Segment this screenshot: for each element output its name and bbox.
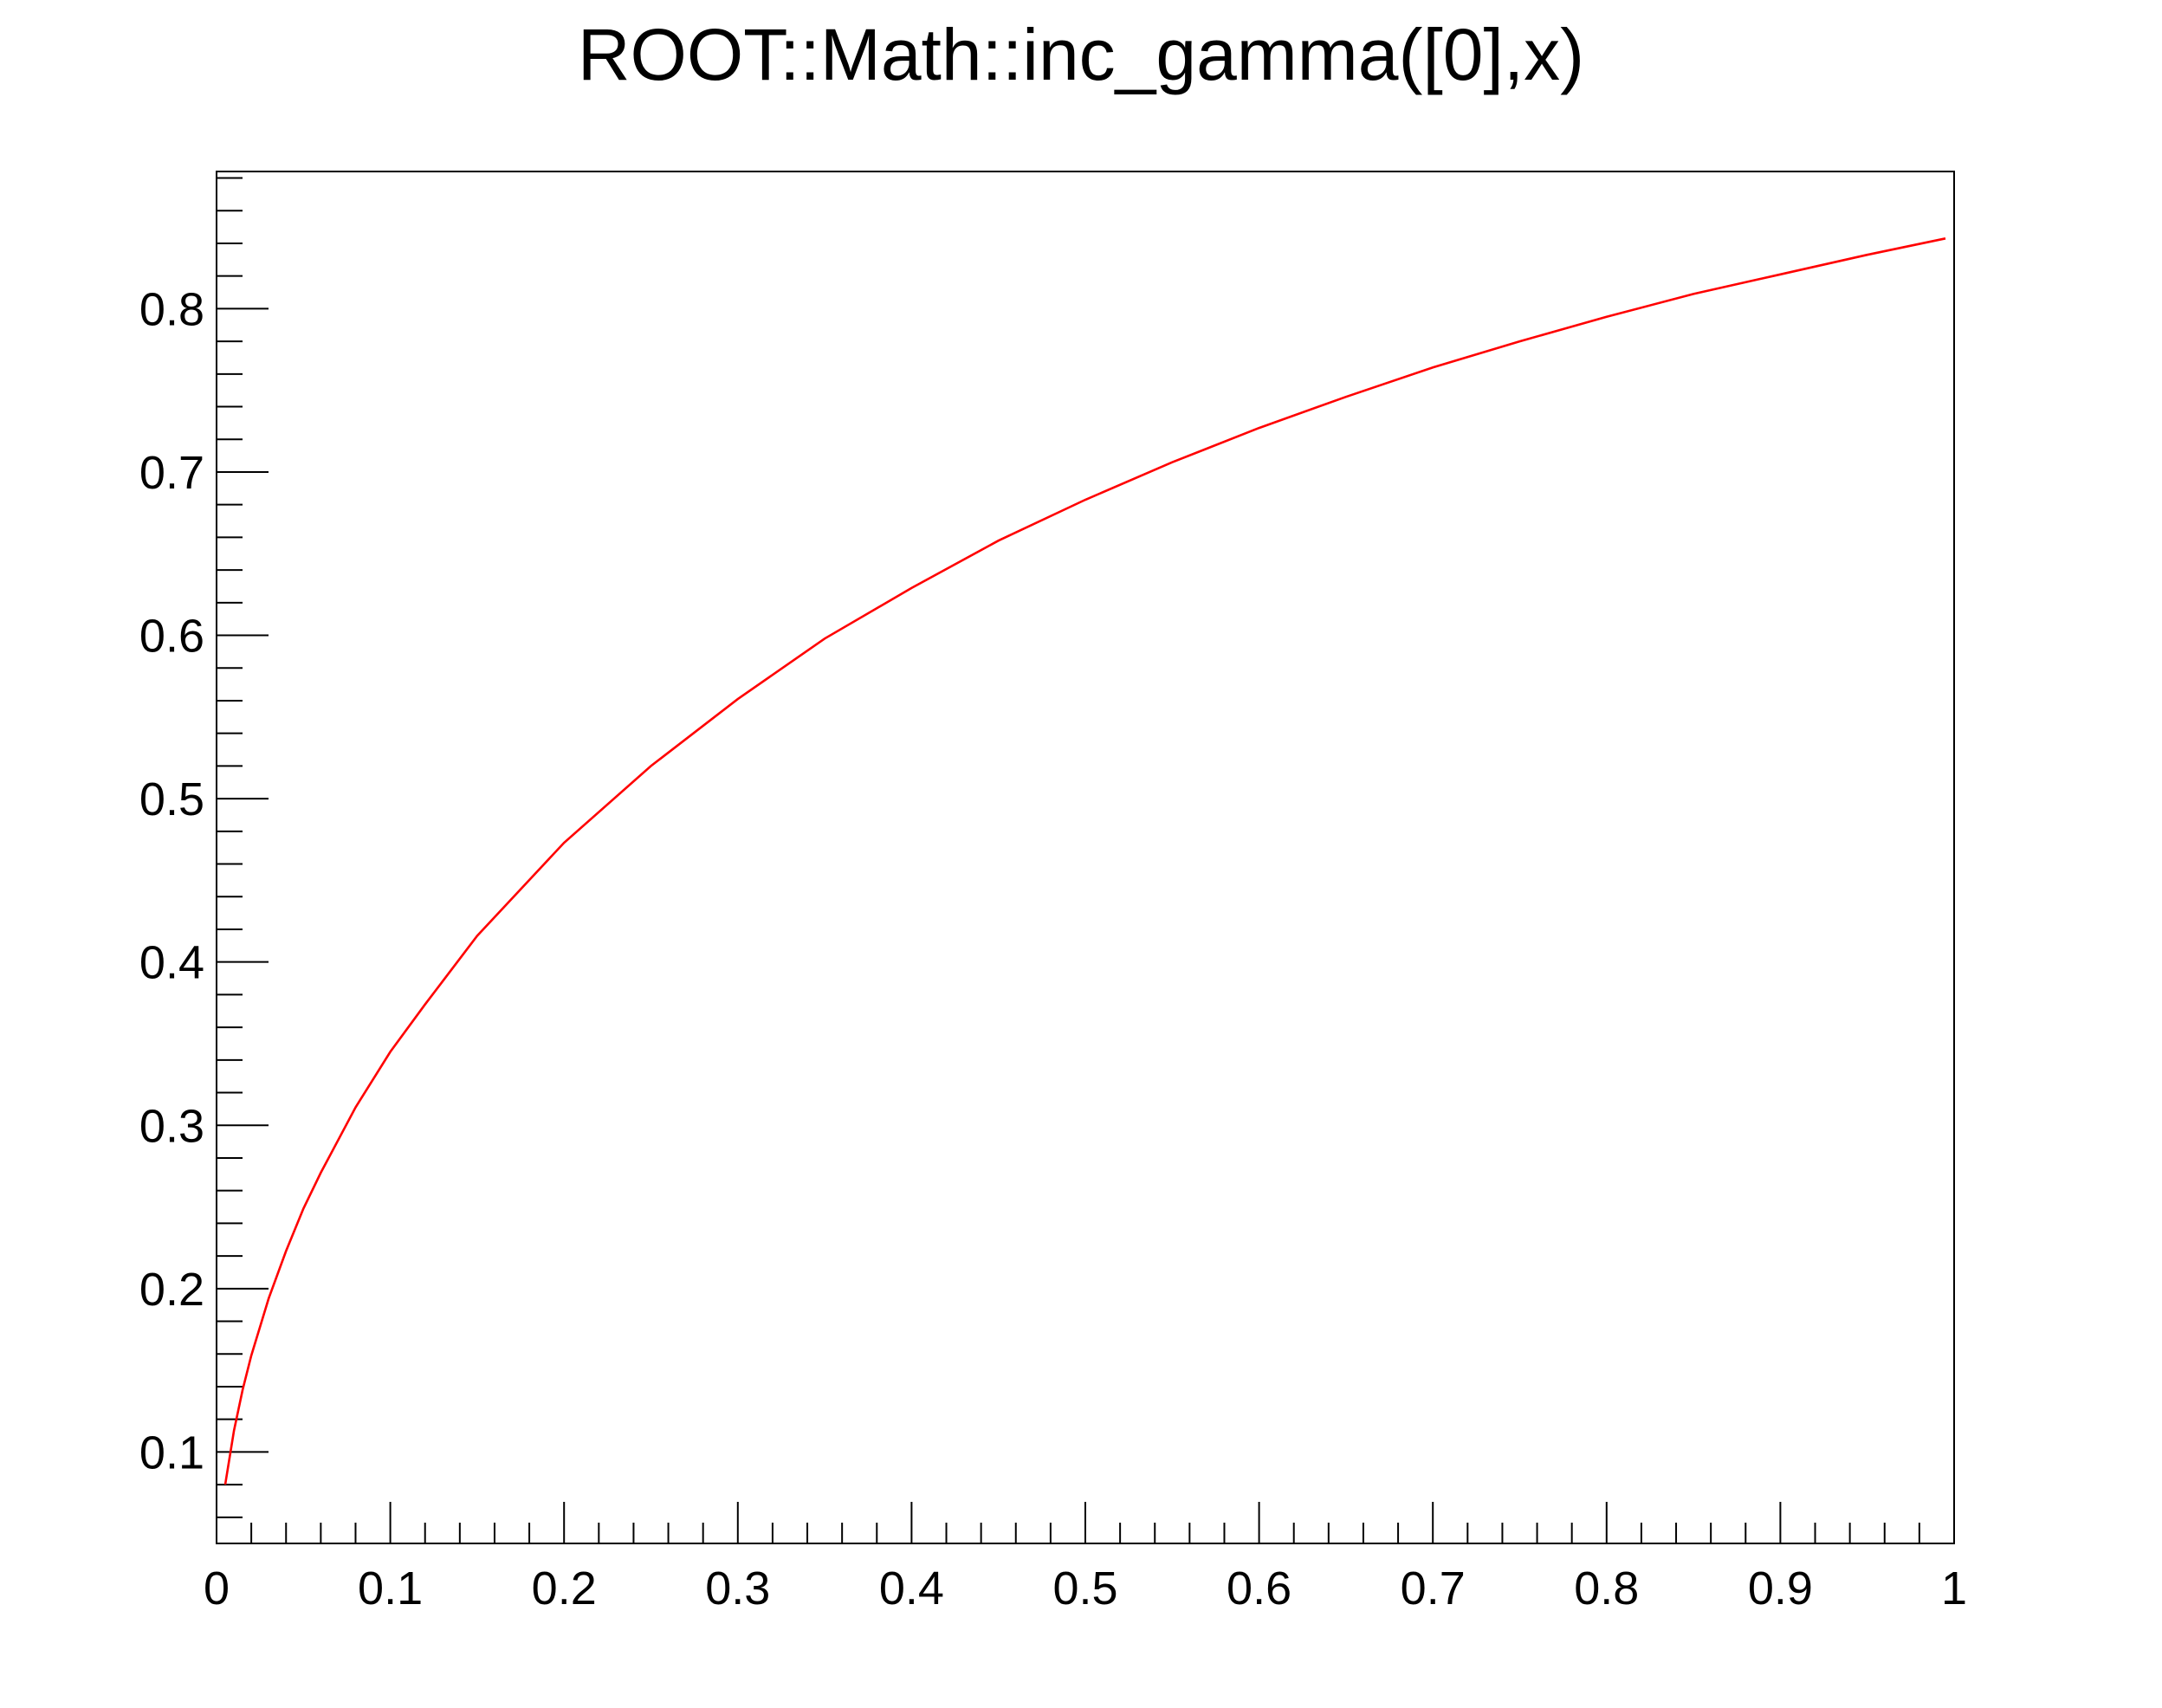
series-layer xyxy=(223,237,1946,1485)
y-tick-label: 0.7 xyxy=(139,447,204,499)
x-tick-label: 0.2 xyxy=(532,1562,597,1614)
y-tick-label: 0.8 xyxy=(139,283,204,335)
y-tick-label: 0.5 xyxy=(139,773,204,825)
x-tick-label: 0.6 xyxy=(1227,1562,1291,1614)
y-tick-label: 0.6 xyxy=(139,611,204,663)
x-tick-label: 0.1 xyxy=(358,1562,423,1614)
x-tick-label: 0.5 xyxy=(1052,1562,1117,1614)
y-tick-label: 0.2 xyxy=(139,1264,204,1316)
x-tick-label: 0.9 xyxy=(1748,1562,1813,1614)
chart-title: ROOT::Math::inc_gamma([0],x) xyxy=(578,14,1584,95)
plot-frame xyxy=(216,171,1955,1544)
y-tick-label: 0.4 xyxy=(139,937,204,989)
y-axis: 0.1 0.2 0.3 0.4 0.5 0.6 0.7 0.8 xyxy=(139,177,269,1518)
x-tick-label: 0.7 xyxy=(1401,1562,1466,1614)
series-line-0 xyxy=(223,237,1946,1485)
x-axis: 0 0.1 0.2 0.3 0.4 0.5 0.6 0.7 0.8 0.9 1 xyxy=(204,1502,1967,1614)
y-tick-label: 0.1 xyxy=(139,1427,204,1478)
x-tick-label: 0.4 xyxy=(879,1562,944,1614)
x-tick-label: 0.3 xyxy=(705,1562,770,1614)
x-tick-label: 0 xyxy=(204,1562,230,1614)
x-tick-label: 0.8 xyxy=(1574,1562,1639,1614)
y-tick-label: 0.3 xyxy=(139,1100,204,1152)
x-tick-label: 1 xyxy=(1941,1562,1967,1614)
